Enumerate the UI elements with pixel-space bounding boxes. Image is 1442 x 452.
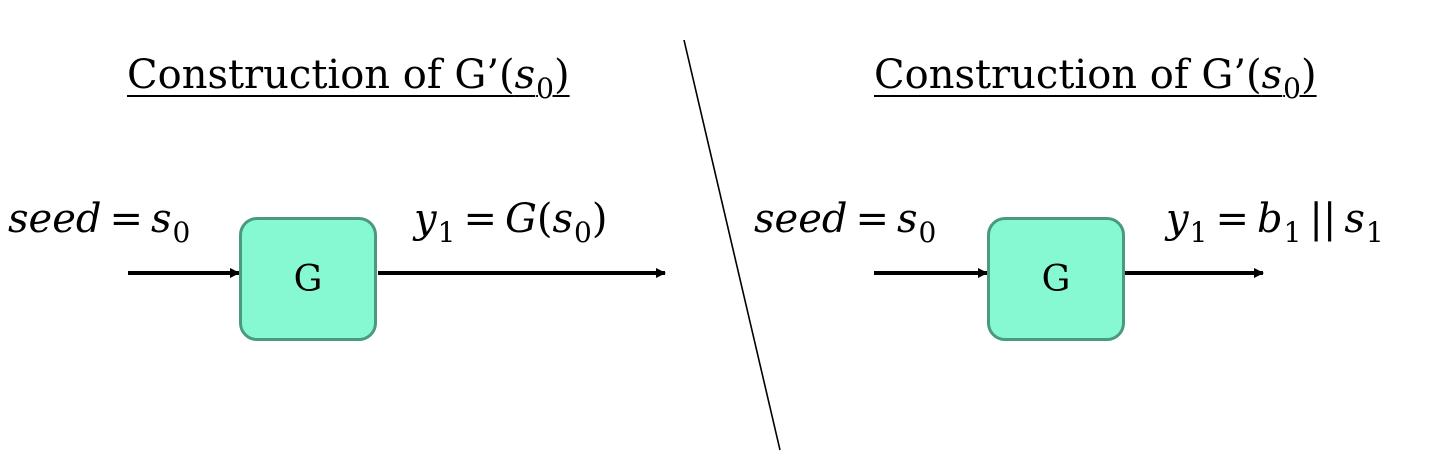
left-output-open: ( [536,196,553,242]
left-generator-label: G [293,258,323,300]
right-output-s-var: s [1344,196,1365,242]
left-output-lhs-sub: 1 [437,215,456,249]
left-output-eq: = [463,196,497,242]
right-output-lhs-var: y [1166,196,1189,242]
right-output-eq: = [1215,196,1249,242]
right-generator-label: G [1041,258,1071,300]
right-output-concat: || [1309,196,1337,242]
right-output-b-sub: 1 [1283,215,1302,249]
left-output-func: G [504,196,537,242]
right-output-label: y1 = b1 || s1 [1166,196,1384,249]
right-input-eq: = [855,196,889,242]
right-title-text: Construction of G’( [874,52,1262,98]
left-output-label: y1 = G(s0) [414,196,608,249]
left-title-text: Construction of G’( [127,52,515,98]
left-input-sub: 0 [172,215,191,249]
right-output-b-var: b [1256,196,1283,242]
left-input-var: s [151,196,172,242]
right-title-var: s [1261,52,1283,98]
left-generator-box: G [239,217,377,341]
right-input-var: s [897,196,918,242]
right-input-lhs: seed [754,196,848,242]
right-title-sub: 0 [1283,71,1301,105]
left-output-arg-sub: 0 [574,215,592,249]
left-input-eq: = [109,196,143,242]
panel-divider [683,39,781,451]
right-title-close: ) [1301,52,1317,98]
left-title-sub: 0 [536,71,554,105]
left-output-arg-var: s [552,196,574,242]
left-panel-title: Construction of G’(s0) [127,52,570,105]
right-input-label: seed = s0 [754,196,936,249]
right-input-sub: 0 [918,215,937,249]
left-title-close: ) [554,52,570,98]
left-input-label: seed = s0 [8,196,190,249]
left-output-lhs-var: y [414,196,437,242]
left-title-var: s [514,52,536,98]
right-output-s-sub: 1 [1365,215,1384,249]
left-input-lhs: seed [8,196,102,242]
right-panel-title: Construction of G’(s0) [874,52,1317,105]
right-output-lhs-sub: 1 [1189,215,1208,249]
left-output-close: ) [591,196,608,242]
right-generator-box: G [987,217,1125,341]
